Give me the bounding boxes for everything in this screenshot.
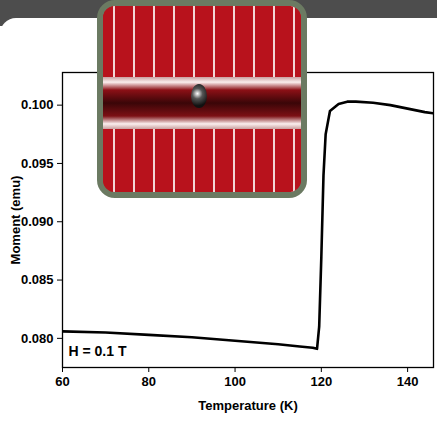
svg-text:0.095: 0.095: [21, 156, 54, 171]
svg-text:H = 0.1 T: H = 0.1 T: [69, 343, 127, 359]
svg-text:0.080: 0.080: [21, 331, 54, 346]
svg-text:0.100: 0.100: [21, 97, 54, 112]
svg-text:60: 60: [55, 374, 69, 389]
svg-text:Moment (emu): Moment (emu): [8, 176, 23, 265]
svg-text:80: 80: [142, 374, 156, 389]
svg-text:120: 120: [310, 374, 332, 389]
svg-text:140: 140: [397, 374, 419, 389]
svg-text:0.090: 0.090: [21, 214, 54, 229]
svg-text:Temperature (K): Temperature (K): [198, 398, 297, 413]
svg-text:100: 100: [224, 374, 246, 389]
svg-text:0.085: 0.085: [21, 272, 54, 287]
